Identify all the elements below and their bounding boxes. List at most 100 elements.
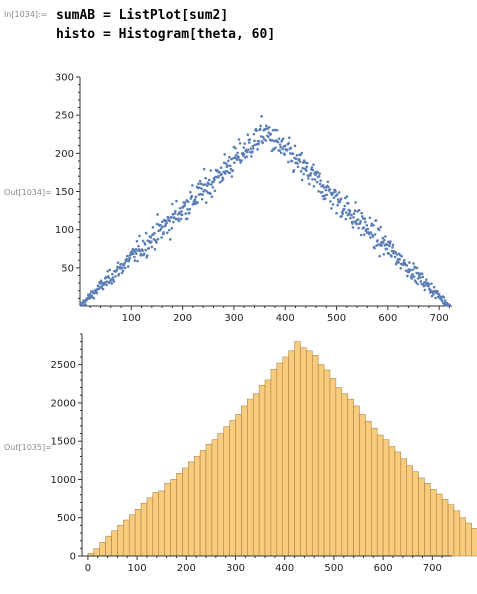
x-tick-label: 200	[173, 313, 192, 324]
data-point	[305, 165, 309, 169]
data-point	[257, 140, 261, 143]
data-point	[336, 198, 340, 201]
histogram-bar	[359, 414, 366, 557]
data-point	[207, 182, 211, 186]
data-point	[138, 234, 141, 238]
data-point	[142, 252, 146, 256]
data-point	[279, 151, 283, 155]
x-tick-label: 600	[374, 563, 393, 574]
data-point	[201, 193, 204, 196]
data-point	[281, 147, 284, 151]
histogram-bar	[347, 398, 354, 557]
x-tick-label: 400	[276, 313, 295, 324]
data-point	[108, 268, 112, 272]
data-point	[213, 189, 217, 193]
data-point	[406, 274, 409, 278]
input-code[interactable]: sumAB = ListPlot[sum2] histo = Histogram…	[56, 6, 275, 44]
y-tick-label: 2500	[51, 360, 76, 371]
data-point	[169, 238, 172, 241]
data-point	[271, 128, 275, 132]
data-point	[143, 243, 147, 246]
y-tick-label: 1000	[51, 475, 76, 486]
data-point	[204, 176, 208, 180]
histogram-bar	[270, 368, 278, 557]
data-point	[400, 254, 404, 258]
data-point	[231, 169, 235, 172]
data-point	[179, 217, 183, 221]
histogram-bar	[418, 477, 425, 557]
data-point	[442, 296, 446, 299]
x-tick-label: 100	[122, 313, 141, 324]
data-point	[230, 175, 234, 178]
data-point	[301, 166, 304, 170]
data-point	[170, 216, 173, 219]
data-point	[240, 159, 243, 162]
data-point	[95, 291, 99, 295]
y-tick-label: 2000	[51, 398, 76, 409]
data-point	[117, 272, 121, 276]
data-point	[144, 248, 147, 252]
histogram-bar	[341, 393, 348, 557]
code-line-2: histo = Histogram[theta, 60]	[56, 27, 276, 42]
data-point	[350, 213, 353, 217]
histogram-bar	[93, 548, 100, 557]
histogram-bar	[158, 490, 165, 557]
data-point	[318, 182, 322, 186]
data-point	[160, 236, 163, 239]
histogram-bar	[140, 502, 148, 557]
y-tick-label: 50	[61, 263, 74, 274]
data-point	[208, 178, 211, 182]
data-point	[242, 152, 246, 156]
data-point	[149, 236, 153, 239]
histogram-bar	[406, 465, 413, 557]
data-point	[360, 211, 363, 215]
data-point	[218, 170, 221, 174]
data-point	[105, 283, 108, 287]
data-point	[132, 252, 135, 256]
data-point	[111, 276, 115, 279]
data-point	[312, 163, 315, 166]
data-point	[210, 183, 213, 186]
data-point	[337, 191, 341, 194]
data-point	[353, 209, 357, 213]
data-point	[373, 233, 377, 236]
data-point	[150, 240, 153, 243]
data-point	[105, 280, 109, 283]
y-tick-label: 1500	[51, 437, 76, 448]
histogram-bar	[105, 535, 112, 557]
histogram-bar	[453, 510, 461, 557]
data-point	[317, 174, 321, 178]
data-point	[356, 218, 360, 221]
data-point	[395, 253, 399, 256]
data-point	[325, 193, 329, 197]
data-point	[412, 275, 416, 278]
data-point	[369, 231, 373, 234]
data-point	[360, 215, 364, 218]
data-point	[259, 124, 262, 128]
data-point	[275, 128, 279, 132]
data-point	[123, 261, 126, 265]
data-point	[332, 191, 335, 194]
histogram-bar	[134, 509, 142, 557]
data-point	[253, 139, 256, 143]
data-point	[281, 137, 285, 140]
data-point	[391, 246, 394, 249]
data-point	[342, 207, 346, 211]
histogram-plot[interactable]: 0 100 200 300 400 500 600 700 0 500 1000 1500 2000 25…	[0, 330, 477, 594]
data-point	[83, 301, 87, 304]
histogram-bar	[424, 483, 431, 557]
data-point	[267, 135, 270, 139]
data-point	[288, 136, 291, 140]
data-point	[311, 168, 315, 172]
scatter-plot[interactable]: 100 200 300 400 500 600 700 50 100 150 200 250 300	[0, 0, 477, 330]
data-point	[248, 138, 252, 141]
data-point	[133, 255, 136, 259]
data-point	[440, 299, 444, 303]
x-tick-label: 500	[324, 563, 343, 574]
data-point	[84, 303, 87, 307]
data-point	[167, 228, 171, 232]
data-point	[203, 183, 207, 186]
data-point	[200, 197, 204, 201]
histogram-bar	[371, 427, 378, 557]
data-point	[251, 144, 255, 148]
